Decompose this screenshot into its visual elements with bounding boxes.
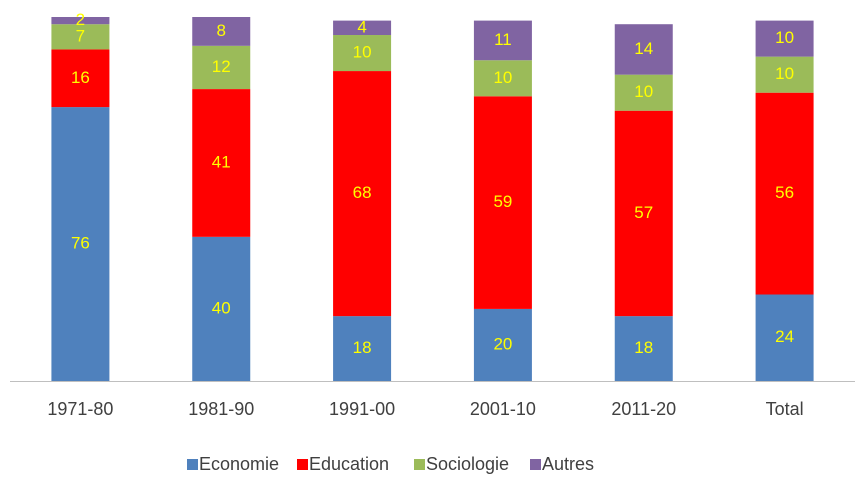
bar-segment	[192, 45, 251, 90]
data-label: 14	[634, 39, 653, 58]
data-label: 10	[775, 64, 794, 83]
bar-segment	[755, 20, 814, 57]
data-label: 11	[494, 30, 512, 49]
legend-label: Sociologie	[426, 454, 509, 474]
data-label: 40	[212, 298, 231, 317]
bar-segment	[333, 20, 392, 36]
x-tick-label: Total	[766, 399, 804, 419]
data-label: 8	[217, 21, 226, 40]
data-label: 10	[775, 28, 794, 47]
data-label: 76	[71, 234, 90, 253]
bar-segment	[51, 49, 110, 108]
legend-swatch	[187, 459, 198, 470]
x-tick-label: 1971-80	[47, 399, 113, 419]
legend-swatch	[414, 459, 425, 470]
bar-segment	[614, 316, 673, 381]
x-tick-label: 1991-00	[329, 399, 395, 419]
legend-swatch	[530, 459, 541, 470]
bar-segment	[473, 20, 532, 61]
data-label: 16	[71, 68, 90, 87]
data-label: 68	[353, 183, 372, 202]
x-tick-label: 2011-20	[611, 399, 676, 419]
data-label: 20	[493, 334, 512, 353]
legend-label: Autres	[542, 454, 594, 474]
data-label: 41	[212, 152, 231, 171]
data-label: 24	[775, 327, 794, 346]
bar-segment	[473, 60, 532, 97]
data-label: 18	[353, 338, 372, 357]
bar-segment	[473, 308, 532, 381]
data-label: 2	[76, 10, 85, 29]
bar-segment	[192, 17, 251, 46]
data-label: 57	[634, 203, 653, 222]
x-tick-label: 1981-90	[188, 399, 254, 419]
bar-segment	[192, 236, 251, 381]
data-label: 56	[775, 183, 794, 202]
legend-label: Economie	[199, 454, 279, 474]
bar-segment	[755, 92, 814, 295]
data-label: 10	[353, 43, 372, 62]
bar-segment	[333, 35, 392, 72]
data-label: 59	[493, 192, 512, 211]
data-label: 4	[357, 17, 366, 36]
bar-segment	[473, 96, 532, 309]
data-label: 10	[634, 82, 653, 101]
bar-segment	[614, 74, 673, 111]
bar-segment	[614, 24, 673, 75]
data-label: 7	[76, 26, 85, 45]
legend-label: Education	[309, 454, 389, 474]
bar-segment	[51, 24, 110, 50]
data-label: 12	[212, 57, 231, 76]
bar-segment	[192, 89, 251, 237]
bar-segment	[51, 107, 110, 382]
bar-segment	[333, 316, 392, 381]
bar-segment	[51, 17, 110, 25]
bar-segment	[614, 110, 673, 317]
bar-segment	[333, 71, 392, 317]
bar-segment	[755, 56, 814, 93]
bar-segment	[755, 294, 814, 381]
data-label: 10	[493, 68, 512, 87]
legend-swatch	[297, 459, 308, 470]
data-label: 18	[634, 338, 653, 357]
x-tick-label: 2001-10	[470, 399, 536, 419]
